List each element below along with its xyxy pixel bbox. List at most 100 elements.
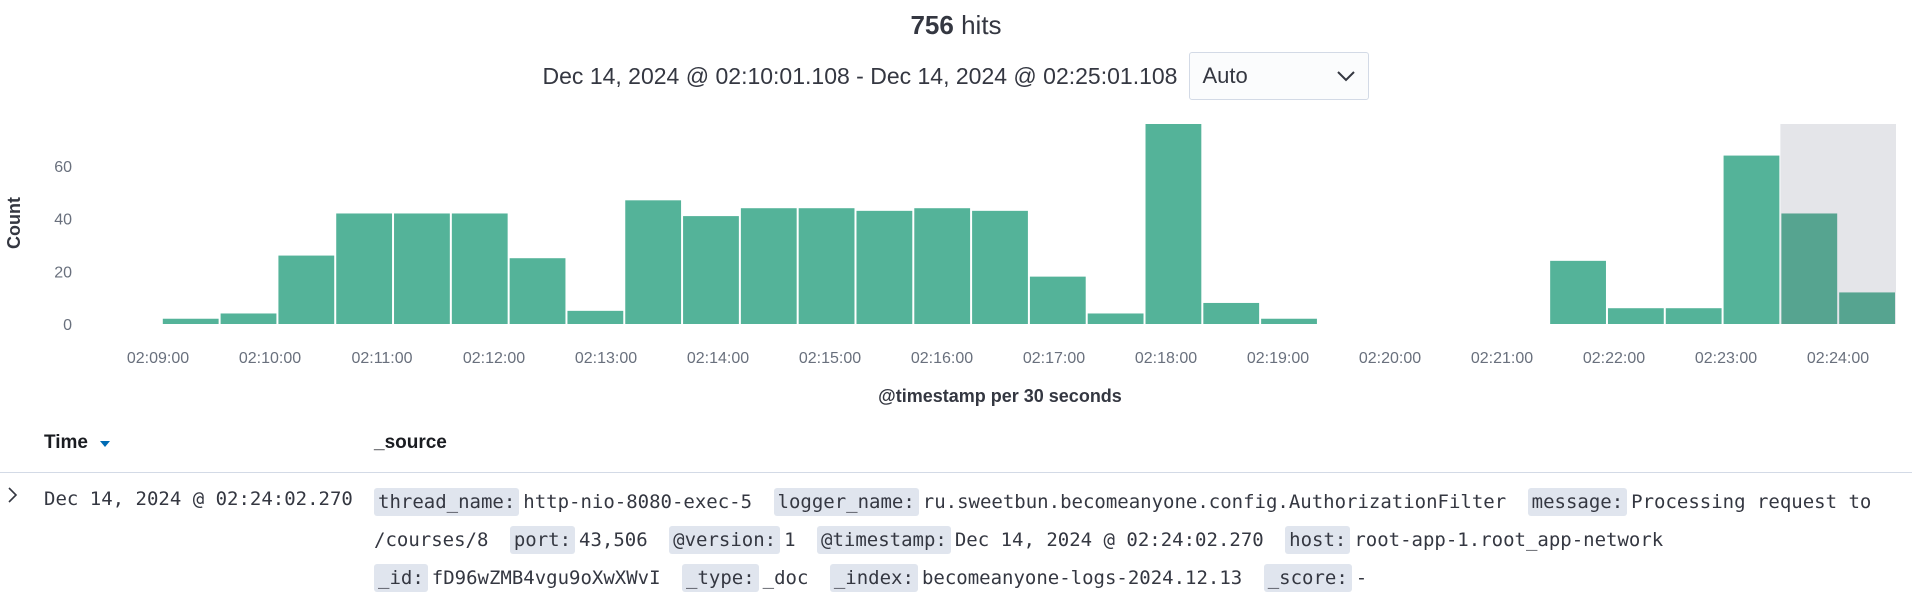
histogram-bar-02:14:00[interactable] <box>625 200 682 324</box>
time-range-row: Dec 14, 2024 @ 02:10:01.108 - Dec 14, 20… <box>0 52 1912 100</box>
x-tick-label: 02:15:00 <box>799 350 861 367</box>
time-range-text: Dec 14, 2024 @ 02:10:01.108 - Dec 14, 20… <box>542 62 1178 89</box>
x-tick-label: 02:19:00 <box>1247 350 1309 367</box>
source-field-key[interactable]: _type: <box>682 564 759 592</box>
x-tick-label: 02:13:00 <box>575 350 637 367</box>
source-field-key[interactable]: host: <box>1285 526 1351 554</box>
histogram-bar-02:10:00[interactable] <box>162 318 219 324</box>
x-tick-label: 02:12:00 <box>463 350 525 367</box>
histogram-bar-02:22:00[interactable] <box>1550 260 1606 324</box>
source-field-value: Processing request to /courses/8 <box>374 491 1872 551</box>
source-field-value: Dec 14, 2024 @ 02:24:02.270 <box>954 529 1264 551</box>
column-header-source[interactable]: _source <box>374 432 447 453</box>
histogram-bar-02:18:00[interactable] <box>1087 313 1144 324</box>
source-field-value: root-app-1.root_app-network <box>1354 529 1664 551</box>
histogram-bar-02:23:30[interactable] <box>1723 155 1780 324</box>
histogram-bar-02:18:30[interactable] <box>1145 124 1202 324</box>
source-field: @timestamp: Dec 14, 2024 @ 02:24:02.270 <box>817 526 1274 554</box>
x-tick-label: 02:22:00 <box>1583 350 1645 367</box>
histogram-bar-02:16:00[interactable] <box>856 210 913 324</box>
source-field-key[interactable]: @timestamp: <box>817 526 951 554</box>
histogram-bar-02:12:00[interactable] <box>394 213 450 324</box>
source-field: logger_name: ru.sweetbun.becomeanyone.con… <box>773 488 1517 516</box>
source-field: _type: _doc <box>682 564 818 592</box>
source-field-value: - <box>1355 567 1368 589</box>
source-field-value: fD96wZMB4vgu9oXwXWvI <box>431 567 661 589</box>
row-source-cell: thread_name: http-nio-8080-exec-5 logger_… <box>374 483 1894 597</box>
histogram-bar-02:12:30[interactable] <box>451 213 508 324</box>
y-tick-label: 0 <box>63 317 72 334</box>
source-field-value: _doc <box>762 567 809 589</box>
y-tick-label: 60 <box>54 159 72 176</box>
source-field: _id: fD96wZMB4vgu9oXwXWvI <box>374 564 671 592</box>
interval-select[interactable]: Auto <box>1189 52 1370 100</box>
histogram-bar-02:16:30[interactable] <box>914 208 971 324</box>
histogram-bar-02:24:00[interactable] <box>1781 213 1838 324</box>
y-axis-ticks: 0 20 40 60 <box>54 159 72 334</box>
interval-selected-value: Auto <box>1202 63 1248 88</box>
x-axis-ticks: 02:09:00 02:10:00 02:11:00 02:12:00 02:13:00… <box>127 350 1869 367</box>
x-tick-label: 02:23:00 <box>1695 350 1757 367</box>
histogram-bar-02:10:30[interactable] <box>220 313 277 324</box>
source-field: host: root-app-1.root_app-network <box>1285 526 1673 554</box>
x-tick-label: 02:24:00 <box>1807 350 1869 367</box>
x-tick-label: 02:10:00 <box>239 350 301 367</box>
x-tick-label: 02:20:00 <box>1359 350 1421 367</box>
x-tick-label: 02:21:00 <box>1471 350 1533 367</box>
histogram-bar-02:17:00[interactable] <box>972 210 1028 324</box>
source-field-value: ru.sweetbun.becomeanyone.config.Authoriz… <box>922 491 1507 513</box>
x-tick-label: 02:18:00 <box>1135 350 1197 367</box>
source-field-key[interactable]: logger_name: <box>773 488 919 516</box>
y-tick-label: 40 <box>54 212 72 229</box>
source-field-value: becomeanyone-logs-2024.12.13 <box>921 567 1243 589</box>
source-field-key[interactable]: _index: <box>829 564 918 592</box>
y-tick-label: 20 <box>54 264 72 281</box>
histogram-bar-02:17:30[interactable] <box>1029 276 1086 324</box>
source-field-key[interactable]: _score: <box>1263 564 1352 592</box>
row-time-cell: Dec 14, 2024 @ 02:24:02.270 <box>44 488 353 510</box>
table-row: Dec 14, 2024 @ 02:24:02.270 thread_name:… <box>0 474 1912 611</box>
histogram-bar-02:15:00[interactable] <box>740 208 797 324</box>
histogram-bar-02:13:00[interactable] <box>509 258 566 324</box>
x-tick-label: 02:14:00 <box>687 350 749 367</box>
sort-descending-icon[interactable] <box>99 432 111 454</box>
source-field: message: Processing request to /courses/8 <box>374 488 1872 551</box>
column-header-time[interactable]: Time <box>44 432 111 454</box>
x-tick-label: 02:16:00 <box>911 350 973 367</box>
hits-label: hits <box>961 10 1002 40</box>
chevron-down-icon <box>1336 70 1356 82</box>
source-field: @version: 1 <box>669 526 805 554</box>
source-field-key[interactable]: message: <box>1527 488 1628 516</box>
source-field: port: 43,506 <box>509 526 658 554</box>
source-field-key[interactable]: @version: <box>669 526 781 554</box>
y-axis-label: Count <box>4 197 24 249</box>
histogram-bar-02:24:30[interactable] <box>1839 292 1895 324</box>
source-field: _score: - <box>1263 564 1378 592</box>
column-header-time-label: Time <box>44 432 89 454</box>
histogram-chart[interactable]: 0 20 40 60 02:09:00 02:10:00 02:11:00 02:12:00… <box>0 110 1912 415</box>
source-field-key[interactable]: thread_name: <box>374 488 520 516</box>
table-header: Time _source <box>0 432 1912 473</box>
histogram-bar-02:22:30[interactable] <box>1607 308 1664 324</box>
histogram-bar-02:19:00[interactable] <box>1203 302 1260 324</box>
x-tick-label: 02:09:00 <box>127 350 189 367</box>
source-field-value: 43,506 <box>579 529 648 551</box>
histogram-bar-02:19:30[interactable] <box>1261 318 1317 324</box>
hits-summary: 756 hits <box>0 10 1912 41</box>
histogram-bar-02:23:00[interactable] <box>1665 308 1722 324</box>
histogram-bar-02:15:30[interactable] <box>798 208 855 324</box>
source-field-key[interactable]: port: <box>509 526 576 554</box>
histogram-bar-02:14:30[interactable] <box>683 216 739 324</box>
histogram-bar-02:11:30[interactable] <box>336 213 393 324</box>
source-field-value: 1 <box>784 529 796 551</box>
histogram-bar-02:13:30[interactable] <box>567 310 624 324</box>
x-tick-label: 02:11:00 <box>351 350 412 367</box>
source-field-value: http-nio-8080-exec-5 <box>523 491 753 513</box>
source-field-key[interactable]: _id: <box>374 564 428 592</box>
chevron-right-icon[interactable] <box>6 486 26 506</box>
source-field: thread_name: http-nio-8080-exec-5 <box>374 488 762 516</box>
source-field: _index: becomeanyone-logs-2024.12.13 <box>829 564 1252 592</box>
histogram-bar-02:11:00[interactable] <box>278 255 335 324</box>
hits-count: 756 <box>910 10 954 40</box>
histogram-bars <box>162 124 1895 324</box>
